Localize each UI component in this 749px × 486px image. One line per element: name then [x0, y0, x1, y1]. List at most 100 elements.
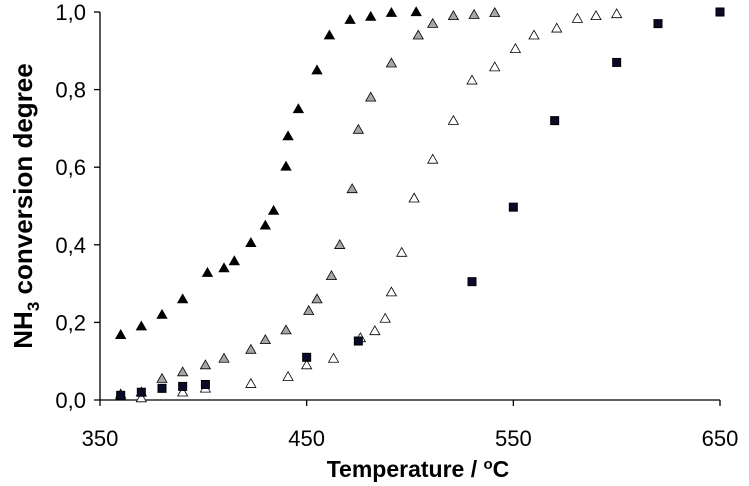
- data-point: [550, 116, 560, 126]
- data-point: [396, 246, 408, 257]
- y-tick-label: 0,4: [55, 233, 86, 258]
- data-point: [489, 6, 501, 17]
- data-point: [156, 372, 168, 383]
- data-point: [551, 22, 563, 33]
- data-point: [245, 377, 257, 388]
- data-point: [353, 336, 363, 346]
- data-point: [176, 386, 189, 397]
- y-axis-title-prefix: NH: [8, 311, 38, 349]
- data-point: [447, 10, 460, 21]
- data-point: [200, 379, 210, 389]
- data-point: [408, 192, 420, 203]
- data-point: [369, 325, 381, 336]
- data-point: [245, 237, 257, 248]
- data-point: [116, 390, 126, 400]
- x-axis-title: Temperature / oC: [327, 456, 510, 482]
- data-point: [385, 6, 398, 17]
- data-point: [344, 13, 356, 24]
- data-point: [280, 324, 292, 335]
- data-point: [176, 366, 189, 377]
- x-tick-label: 350: [82, 426, 119, 451]
- data-point: [267, 204, 280, 215]
- data-point: [466, 74, 478, 85]
- data-point: [365, 10, 377, 21]
- axes: [99, 12, 720, 401]
- data-point: [325, 270, 338, 280]
- series-1: [114, 6, 422, 339]
- x-tick-label: 550: [495, 426, 532, 451]
- data-point: [612, 57, 622, 67]
- y-tick-label: 0,6: [55, 155, 86, 180]
- data-point: [259, 334, 272, 345]
- data-point: [352, 123, 365, 134]
- data-point: [228, 255, 241, 266]
- data-point: [410, 6, 422, 17]
- data-point: [715, 7, 725, 17]
- data-point: [136, 387, 146, 397]
- data-point: [218, 262, 230, 273]
- data-point: [467, 277, 477, 287]
- data-point: [528, 29, 540, 40]
- data-point: [114, 329, 127, 339]
- data-point: [311, 64, 323, 75]
- data-point: [412, 29, 424, 40]
- data-point: [379, 312, 391, 323]
- ticks: [94, 11, 721, 406]
- data-point: [282, 370, 294, 381]
- data-point: [610, 8, 623, 19]
- data-point: [590, 10, 602, 21]
- data-point: [178, 381, 188, 391]
- data-point: [447, 114, 460, 125]
- data-point: [156, 308, 168, 319]
- data-point: [365, 91, 377, 102]
- y-tick-label: 0,0: [55, 388, 86, 413]
- data-point: [311, 293, 323, 304]
- data-point: [292, 103, 305, 114]
- data-point: [259, 219, 272, 230]
- data-point: [300, 359, 313, 370]
- series-4: [116, 7, 725, 400]
- data-point: [468, 8, 480, 19]
- data-point: [385, 286, 398, 297]
- data-point: [157, 383, 167, 393]
- data-point: [508, 202, 518, 212]
- x-tick-label: 450: [288, 426, 325, 451]
- x-tick-label: 650: [702, 426, 739, 451]
- data-point: [653, 19, 663, 29]
- data-points: [114, 6, 725, 403]
- tick-labels: 350 450 550 650 0,0 0,2 0,4 0,6 0,8 1,0: [55, 0, 738, 451]
- data-point: [176, 293, 189, 304]
- y-axis-title: NH3 conversion degree: [8, 63, 43, 348]
- data-point: [135, 392, 148, 403]
- data-point: [427, 17, 439, 28]
- data-point: [201, 266, 214, 277]
- data-point: [282, 130, 294, 141]
- data-point: [135, 320, 148, 331]
- y-tick-label: 1,0: [55, 0, 86, 25]
- data-point: [199, 359, 212, 370]
- y-tick-label: 0,2: [55, 310, 86, 335]
- data-point: [385, 57, 398, 68]
- data-point: [334, 238, 346, 249]
- data-point: [323, 29, 336, 40]
- data-point: [509, 43, 522, 54]
- data-point: [302, 352, 312, 362]
- y-axis-title-subscript: 3: [24, 302, 43, 311]
- x-axis-title-superscript: o: [484, 456, 493, 473]
- series-3: [114, 8, 623, 403]
- data-point: [303, 304, 315, 315]
- data-point: [571, 12, 584, 23]
- y-tick-label: 0,8: [55, 78, 86, 103]
- data-point: [489, 61, 501, 72]
- x-axis-title-text: Temperature /: [327, 456, 484, 482]
- data-point: [427, 153, 439, 164]
- data-point: [327, 352, 340, 363]
- x-axis-title-unit: C: [493, 456, 510, 482]
- series-2: [114, 6, 501, 399]
- data-point: [218, 352, 230, 363]
- data-point: [280, 160, 292, 171]
- y-axis-title-suffix: conversion degree: [8, 63, 38, 301]
- data-point: [346, 183, 358, 194]
